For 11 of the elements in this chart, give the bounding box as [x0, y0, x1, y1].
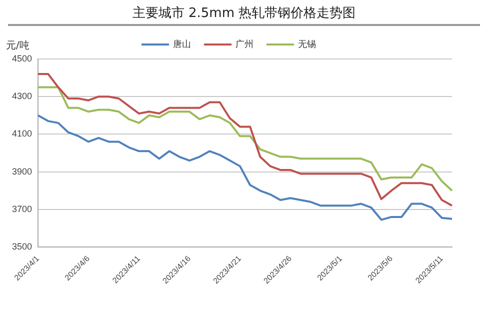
legend-label: 唐山	[172, 38, 191, 49]
y-tick-label: 3900	[12, 166, 32, 176]
y-tick-label: 4100	[12, 128, 32, 139]
legend-label: 无锡	[298, 38, 316, 49]
legend-label: 广州	[235, 38, 254, 49]
y-tick-label: 3500	[12, 242, 32, 252]
y-tick-label: 4300	[12, 91, 32, 102]
chart-title: 主要城市 2.5mm 热轧带钢价格走势图	[8, 4, 480, 26]
y-axis-title: 元/吨	[6, 40, 30, 52]
y-tick-label: 3700	[12, 204, 32, 214]
y-tick-label: 4500	[12, 53, 32, 64]
